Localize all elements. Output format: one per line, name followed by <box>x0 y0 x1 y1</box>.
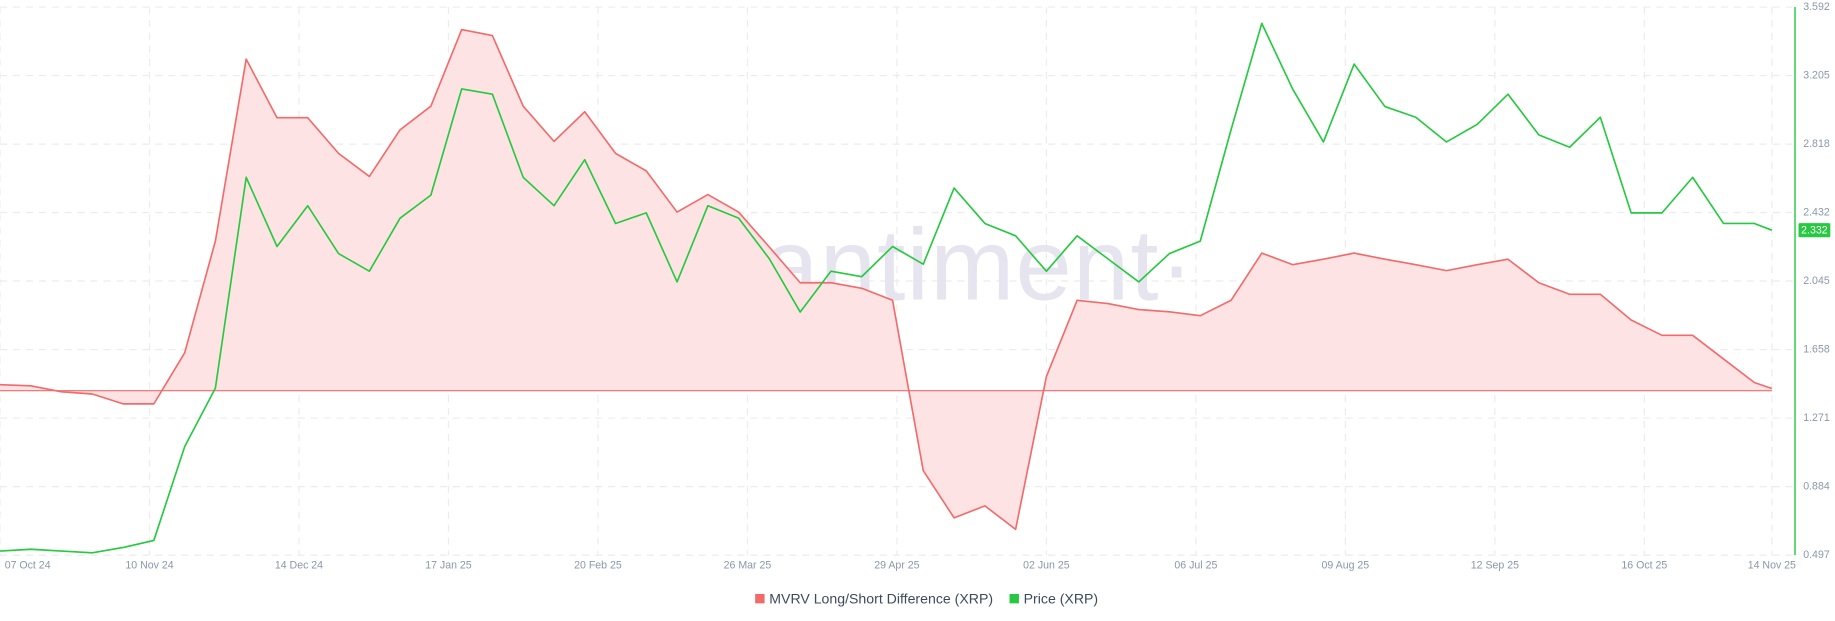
y2-tick-label: 2.432 <box>1803 206 1830 218</box>
y2-tick-label: 1.658 <box>1803 343 1830 355</box>
y2-tick-label: 3.205 <box>1803 69 1830 81</box>
x-tick-label: 12 Sep 25 <box>1471 560 1519 572</box>
legend-swatch <box>755 593 765 604</box>
y2-tick-label: 2.045 <box>1803 275 1830 287</box>
x-tick-label: 20 Feb 25 <box>574 560 622 572</box>
x-tick-label: 07 Oct 24 <box>5 560 51 572</box>
legend: MVRV Long/Short Difference (XRP) Price (X… <box>755 591 1098 607</box>
legend-swatch <box>1009 593 1019 604</box>
x-tick-label: 06 Jul 25 <box>1174 560 1217 572</box>
x-tick-label: 02 Jun 25 <box>1023 560 1070 572</box>
plot: 07 Oct 24 10 Nov 24 14 Dec 24 17 Jan 25 20 F… <box>0 1 1831 572</box>
x-tick-label: 14 Dec 24 <box>275 560 323 572</box>
price-tag-label: 2.332 <box>1801 225 1828 237</box>
x-tick-label: 10 Nov 24 <box>125 560 173 572</box>
x-tick-label: 14 Nov 25 <box>1748 560 1796 572</box>
legend-label: Price (XRP) <box>1024 591 1098 607</box>
legend-label: MVRV Long/Short Difference (XRP) <box>769 591 993 607</box>
y2-tick-label: 1.271 <box>1803 412 1830 424</box>
x-tick-label: 29 Apr 25 <box>874 560 919 572</box>
y2-tick-label: 0.884 <box>1803 480 1830 492</box>
x-tick-label: 16 Oct 25 <box>1621 560 1667 572</box>
line <box>0 22 1773 554</box>
y2-tick-label: 3.592 <box>1803 1 1830 13</box>
price-tag <box>1798 223 1831 238</box>
y2-tick-label: 2.818 <box>1803 138 1830 150</box>
x-tick-label: 17 Jan 25 <box>425 560 472 572</box>
line <box>0 28 1773 531</box>
x-tick-label: 09 Aug 25 <box>1322 560 1370 572</box>
x-tick-label: 26 Mar 25 <box>724 560 772 572</box>
y2-tick-label: 0.497 <box>1803 549 1830 561</box>
